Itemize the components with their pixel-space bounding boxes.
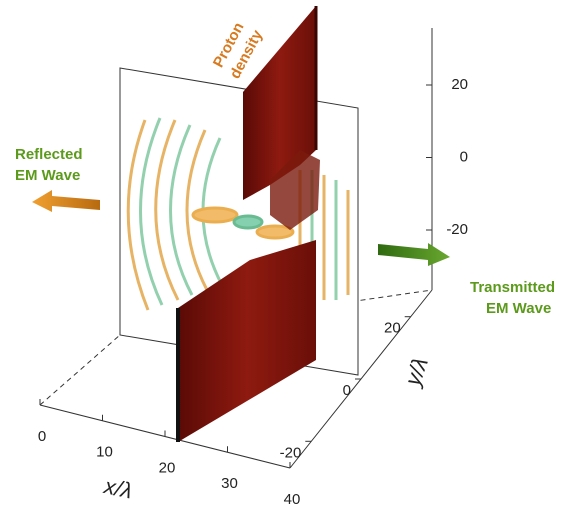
annotation: Transmitted [470, 279, 555, 296]
proton-slab-lower [178, 240, 316, 442]
annotation: EM Wave [15, 167, 80, 184]
proton-slab-upper [243, 6, 316, 200]
x-tick-label: 10 [96, 444, 113, 461]
x-tick-label: 20 [159, 459, 176, 476]
transmitted-arrow [378, 243, 450, 266]
proton-filament [270, 150, 320, 230]
x-axis-label: x/λ [101, 473, 135, 503]
reflected-arrow [32, 190, 100, 212]
z-tick-label: -20 [446, 221, 468, 238]
z-tick-label: 20 [451, 76, 468, 93]
x-tick-label: 40 [284, 491, 301, 508]
y-axis-label: y/λ [399, 354, 433, 391]
annotation: EM Wave [486, 300, 551, 317]
x-tick-label: 0 [38, 428, 46, 445]
z-tick-label: 0 [460, 148, 468, 165]
x-tick-label: 30 [221, 475, 238, 492]
annotation: Reflected [15, 146, 83, 163]
y-tick-label: 20 [384, 320, 401, 337]
y-tick-label: 0 [343, 382, 351, 399]
y-tick-label: -20 [280, 444, 302, 461]
